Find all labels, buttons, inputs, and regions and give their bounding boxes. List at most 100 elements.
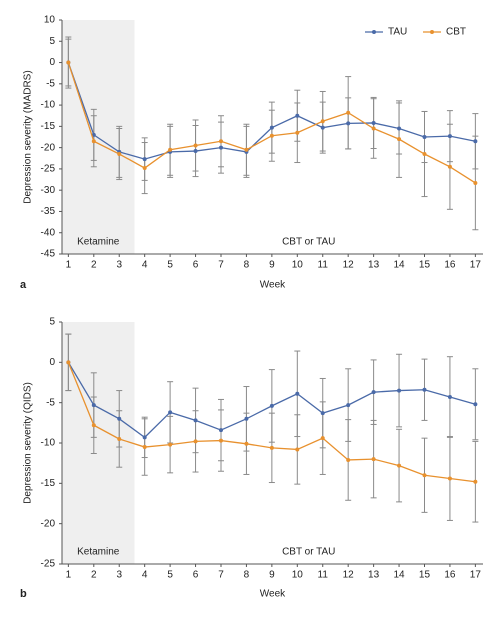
x-tick-label: 9: [269, 570, 275, 581]
y-tick-label: -35: [41, 206, 56, 217]
point: [91, 139, 96, 144]
y-tick-label: 0: [49, 357, 55, 368]
span-label: Ketamine: [77, 547, 120, 558]
x-tick-label: 12: [343, 570, 355, 581]
point: [193, 439, 198, 444]
x-tick-label: 6: [193, 570, 199, 581]
point: [397, 126, 402, 131]
y-tick-label: -20: [41, 518, 56, 529]
x-tick-label: 4: [142, 570, 148, 581]
x-tick-label: 1: [66, 570, 72, 581]
point: [397, 463, 402, 468]
span-label: Ketamine: [77, 237, 120, 248]
point: [371, 120, 376, 125]
point: [66, 360, 71, 365]
point: [142, 435, 147, 440]
x-tick-label: 15: [419, 260, 431, 271]
point: [447, 134, 452, 139]
shaded-span: [62, 20, 135, 254]
annotation: CBT or TAU: [282, 547, 335, 558]
point: [91, 403, 96, 408]
point: [91, 423, 96, 428]
point: [193, 143, 198, 148]
x-tick-label: 12: [343, 260, 355, 271]
point: [142, 157, 147, 162]
point: [66, 60, 71, 65]
point: [269, 445, 274, 450]
point: [473, 139, 478, 144]
legend-label: CBT: [446, 27, 466, 38]
point: [91, 132, 96, 137]
point: [168, 442, 173, 447]
point: [371, 390, 376, 395]
x-tick-label: 5: [167, 260, 173, 271]
point: [142, 445, 147, 450]
y-tick-label: 10: [44, 15, 56, 26]
point: [168, 410, 173, 415]
point: [168, 147, 173, 152]
legend-marker: [430, 30, 434, 34]
point: [346, 110, 351, 115]
point: [117, 436, 122, 441]
x-axis-label: Week: [260, 589, 286, 600]
x-tick-label: 10: [292, 260, 304, 271]
x-tick-label: 1: [66, 260, 72, 271]
point: [320, 119, 325, 124]
point: [346, 403, 351, 408]
point: [244, 147, 249, 152]
point: [473, 479, 478, 484]
point: [193, 418, 198, 423]
y-tick-label: 0: [49, 57, 55, 68]
y-tick-label: 5: [49, 36, 55, 47]
point: [320, 436, 325, 441]
x-tick-label: 4: [142, 260, 148, 271]
point: [422, 473, 427, 478]
y-tick-label: -15: [41, 478, 56, 489]
x-tick-label: 10: [292, 570, 304, 581]
point: [117, 152, 122, 157]
point: [422, 135, 427, 139]
point: [269, 125, 274, 130]
point: [397, 137, 402, 142]
panel-label: b: [20, 588, 27, 600]
x-tick-label: 11: [318, 570, 329, 581]
point: [346, 121, 351, 126]
point: [218, 139, 223, 144]
point: [447, 476, 452, 481]
point: [193, 149, 198, 154]
point: [397, 388, 402, 393]
x-tick-label: 6: [193, 260, 199, 271]
x-tick-label: 15: [419, 570, 431, 581]
y-tick-label: -15: [41, 121, 56, 132]
y-tick-label: -10: [41, 438, 56, 449]
x-tick-label: 13: [368, 570, 380, 581]
y-tick-label: -25: [41, 559, 56, 570]
x-tick-label: 14: [393, 260, 405, 271]
point: [346, 457, 351, 462]
x-axis-label: Week: [260, 280, 286, 291]
x-tick-label: 5: [167, 570, 173, 581]
x-tick-label: 16: [444, 570, 456, 581]
y-tick-label: -20: [41, 142, 56, 153]
y-tick-label: -5: [46, 397, 55, 408]
legend-marker: [372, 30, 376, 34]
y-tick-label: -30: [41, 185, 56, 196]
x-tick-label: 13: [368, 260, 380, 271]
point: [244, 416, 249, 421]
point: [295, 447, 300, 452]
x-tick-label: 17: [470, 570, 482, 581]
point: [473, 402, 478, 407]
point: [422, 387, 427, 392]
y-tick-label: -40: [41, 227, 56, 238]
x-tick-label: 16: [444, 260, 456, 271]
x-tick-label: 3: [116, 570, 122, 581]
shaded-span: [62, 322, 135, 564]
point: [422, 152, 427, 157]
x-tick-label: 2: [91, 570, 97, 581]
point: [269, 133, 274, 138]
x-tick-label: 8: [244, 260, 250, 271]
point: [447, 395, 452, 400]
x-tick-label: 11: [318, 260, 329, 271]
annotation: CBT or TAU: [282, 237, 335, 248]
